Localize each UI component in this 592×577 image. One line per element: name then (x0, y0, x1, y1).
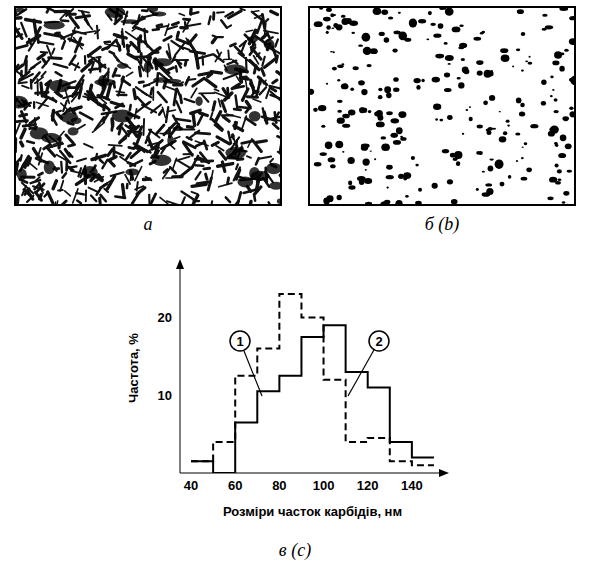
svg-text:20: 20 (158, 310, 172, 325)
html-text:в (c): в (c) (278, 540, 312, 560)
svg-text:40: 40 (184, 478, 198, 493)
svg-text:10: 10 (158, 388, 172, 403)
svg-text:Частота, %: Частота, % (126, 333, 141, 403)
svg-text:60: 60 (228, 478, 242, 493)
svg-text:120: 120 (357, 478, 379, 493)
svg-text:80: 80 (272, 478, 286, 493)
svg-text:1: 1 (236, 334, 243, 349)
html-text:а: а (143, 214, 153, 234)
svg-text:100: 100 (313, 478, 335, 493)
html-text:б (b): б (b) (424, 214, 460, 234)
svg-text:2: 2 (375, 334, 382, 349)
svg-text:140: 140 (401, 478, 423, 493)
svg-text:Розміри часток карбідів, нм: Розміри часток карбідів, нм (223, 504, 402, 519)
